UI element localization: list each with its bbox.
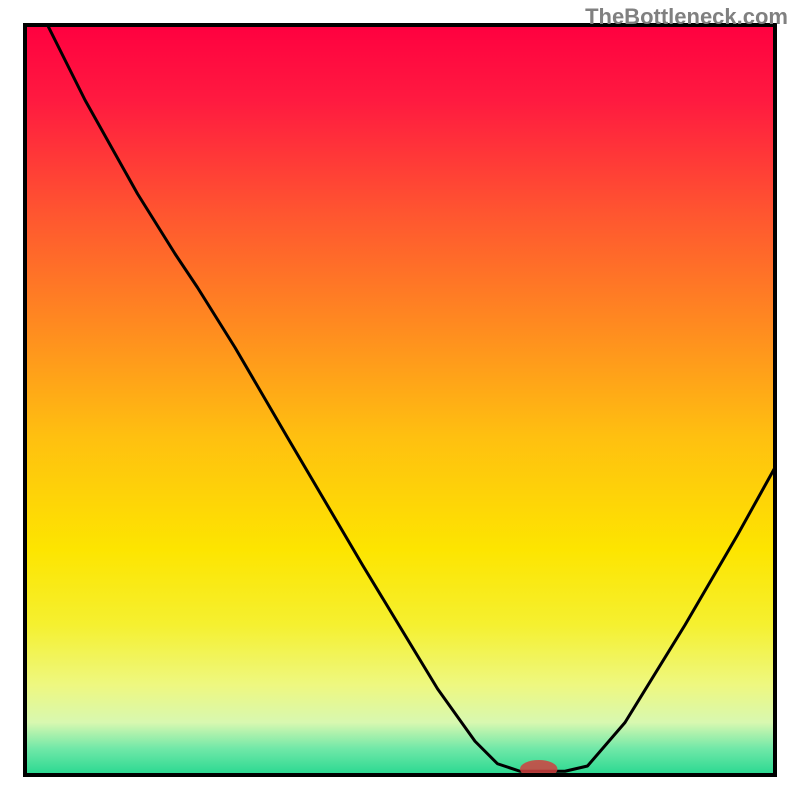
watermark-text: TheBottleneck.com	[585, 4, 788, 30]
chart-container: TheBottleneck.com	[0, 0, 800, 800]
bottleneck-chart	[0, 0, 800, 800]
